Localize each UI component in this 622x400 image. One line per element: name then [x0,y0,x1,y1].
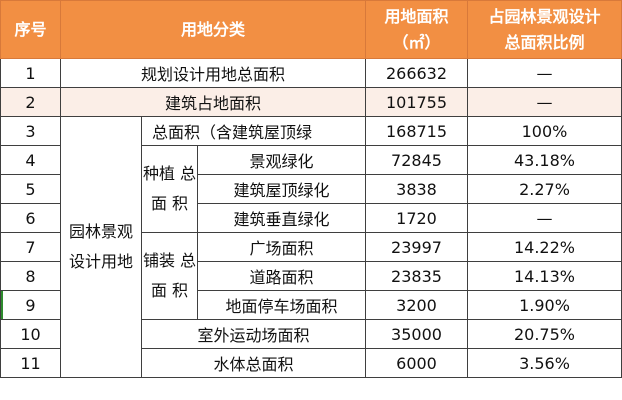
row-index: 11 [0,348,61,378]
table-row: 5 建筑屋顶绿化 3838 2.27% [0,174,622,204]
row-area: 23997 [365,232,468,262]
row-name: 地面停车场面积 [197,290,366,320]
row-name: 广场面积 [197,232,366,262]
row-index: 7 [0,232,61,262]
group-planting: 种植 总面 积 [141,145,198,233]
row-index: 2 [0,87,61,117]
header-row: 序号 用地分类 用地面积 （㎡） 占园林景观设计 总面积比例 [0,0,622,59]
table-row: 1 规划设计用地总面积 266632 — [0,58,622,88]
row-area: 101755 [365,87,468,117]
row-index: 3 [0,116,61,146]
row-ratio: 2.27% [467,174,622,204]
row-name: 室外运动场面积 [141,319,366,349]
row-area: 266632 [365,58,468,88]
row-index: 8 [0,261,61,291]
table-row: 11 水体总面积 6000 3.56% [0,348,622,378]
table-row: 6 建筑垂直绿化 1720 — [0,203,622,233]
row-area: 1720 [365,203,468,233]
row-area: 23835 [365,261,468,291]
row-area: 3838 [365,174,468,204]
row-area: 6000 [365,348,468,378]
group-paving: 铺装 总面 积 [141,232,198,320]
row-name: 道路面积 [197,261,366,291]
row-area: 3200 [365,290,468,320]
row-index: 4 [0,145,61,175]
row-index: 1 [0,58,61,88]
row-ratio: 3.56% [467,348,622,378]
row-ratio: 100% [467,116,622,146]
row-name: 建筑占地面积 [60,87,366,117]
header-ratio: 占园林景观设计 总面积比例 [467,0,622,59]
row-ratio: 43.18% [467,145,622,175]
row-ratio: — [467,87,622,117]
row-ratio: 14.13% [467,261,622,291]
row-index: 9 [0,290,61,320]
row-name: 建筑屋顶绿化 [197,174,366,204]
row-name: 水体总面积 [141,348,366,378]
table-row: 3 园林景观 设计用地 总面积（含建筑屋顶绿 168715 100% [0,116,622,378]
row-area: 35000 [365,319,468,349]
header-area: 用地面积 （㎡） [365,0,468,59]
row-ratio: — [467,58,622,88]
row-ratio: — [467,203,622,233]
table-row: 10 室外运动场面积 35000 20.75% [0,319,622,349]
row-name: 景观绿化 [197,145,366,175]
row-area: 72845 [365,145,468,175]
row-name: 建筑垂直绿化 [197,203,366,233]
row-index: 5 [0,174,61,204]
land-use-table: 序号 用地分类 用地面积 （㎡） 占园林景观设计 总面积比例 1 规划设计用地总… [0,0,622,378]
table-row: 9 地面停车场面积 3200 1.90% [0,290,622,320]
group-landscape: 园林景观 设计用地 [60,116,142,378]
row-ratio: 1.90% [467,290,622,320]
row-name: 规划设计用地总面积 [60,58,366,88]
header-index: 序号 [0,0,61,59]
header-category: 用地分类 [60,0,366,59]
row-area: 168715 [365,116,468,146]
row-name: 总面积（含建筑屋顶绿 [141,116,366,146]
row-ratio: 20.75% [467,319,622,349]
table-row: 2 建筑占地面积 101755 — [0,87,622,117]
row-index: 10 [0,319,61,349]
row-ratio: 14.22% [467,232,622,262]
row-index: 6 [0,203,61,233]
